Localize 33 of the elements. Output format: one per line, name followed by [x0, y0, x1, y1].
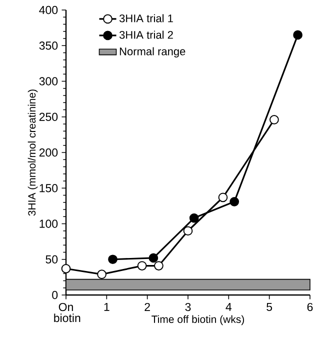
x-tick-label: 5 [266, 302, 272, 311]
point [269, 115, 279, 124]
point [61, 264, 71, 274]
x-tick-label: 4 [226, 302, 232, 311]
legend-label: 3HIA trial 1 [119, 14, 173, 22]
x-tick-label: 1 [104, 302, 110, 311]
y-tick-label: 350 [39, 42, 58, 50]
y-tick-label: 100 [40, 220, 58, 228]
y-tick-label: 250 [39, 112, 58, 121]
y-tick-label: 200 [39, 148, 58, 157]
x-axis-title: Time off biotin (wks) [152, 315, 244, 326]
y-tick-label: 50 [46, 255, 58, 264]
point [108, 254, 118, 264]
y-tick-label: 400 [39, 6, 58, 14]
y-axis-title: 3HIA (mmol/mol creatinine) [28, 90, 38, 216]
point [154, 261, 164, 270]
legend-label: Normal range [120, 47, 186, 58]
y-tick-label: 150 [40, 184, 58, 192]
point [137, 261, 147, 270]
y-tick-label: 300 [39, 77, 58, 86]
point [189, 213, 199, 223]
legend-label: 3HIA trial 2 [119, 30, 173, 39]
y-tick-label: 0 [52, 290, 58, 300]
x-tick-label: On biotin [54, 302, 80, 322]
point [218, 192, 228, 202]
x-tick-label: 3 [185, 302, 191, 312]
point [148, 253, 158, 263]
point [230, 196, 239, 206]
point [293, 30, 302, 40]
point [183, 226, 193, 236]
point [97, 270, 106, 280]
x-tick-label: 6 [307, 302, 313, 312]
x-tick-label: 2 [144, 302, 150, 311]
